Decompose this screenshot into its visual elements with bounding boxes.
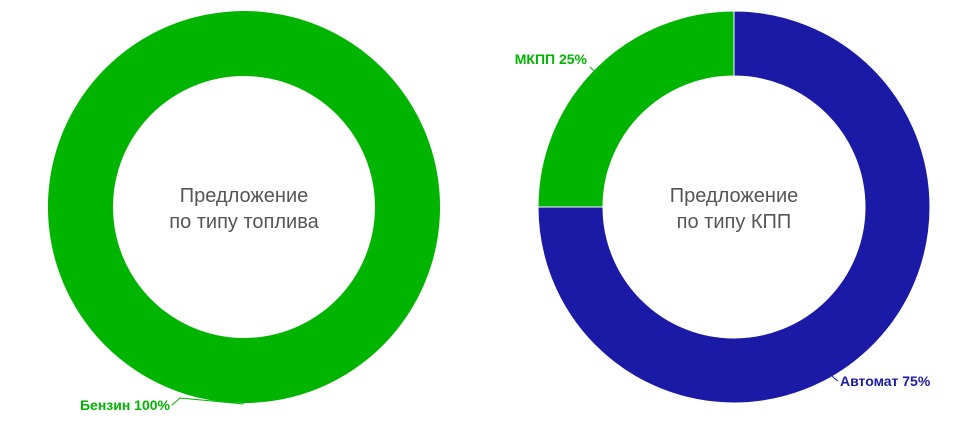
donut-slice-Автомат <box>537 10 931 404</box>
fuel-chart-title-line-2: по типу топлива <box>169 211 319 233</box>
transmission-chart-title-line-2: по типу КПП <box>677 211 792 233</box>
slice-label-leader-line <box>171 397 245 406</box>
donut-slice-МКПП <box>537 10 735 208</box>
transmission-chart-title-line-1: Предложение <box>670 185 799 207</box>
fuel-type-chart-svg: Бензин 100% Предложение по типу топлива <box>47 10 441 413</box>
slice-label-leader-line <box>589 66 597 73</box>
transmission-type-donut-chart: Автомат 75% МКПП 25% Предложение по типу … <box>490 0 980 427</box>
slice-label-leader-line <box>826 369 839 382</box>
transmission-chart-svg: Автомат 75% МКПП 25% Предложение по типу … <box>515 10 931 404</box>
donut-slice-Бензин <box>47 10 441 404</box>
fuel-chart-title-line-1: Предложение <box>180 185 309 207</box>
slice-label: Бензин 100% <box>80 397 171 413</box>
slice-label: Автомат 75% <box>840 373 931 389</box>
slice-label: МКПП 25% <box>515 51 588 67</box>
fuel-type-donut-chart: Бензин 100% Предложение по типу топлива <box>47 10 441 413</box>
